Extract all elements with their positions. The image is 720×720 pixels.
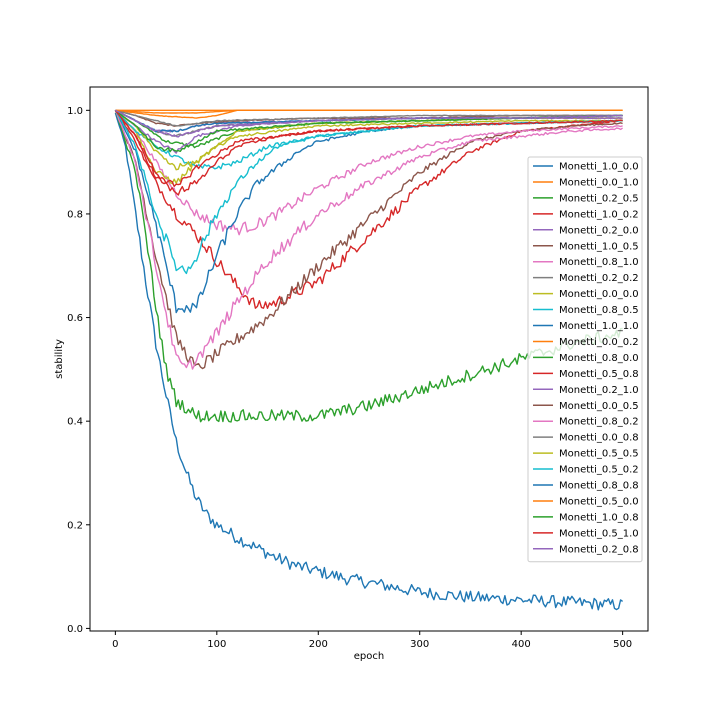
legend-label-7: Monetti_0.2_0.2 [559,273,639,284]
y-tick-label: 0.4 [67,417,83,428]
x-tick-label: 500 [613,639,632,650]
legend-label-24: Monetti_0.2_0.8 [559,544,639,555]
y-tick-label: 1.0 [67,106,83,117]
legend-label-15: Monetti_0.0_0.5 [559,401,639,412]
legend-label-22: Monetti_1.0_0.8 [559,512,639,523]
legend-label-11: Monetti_0.0_0.2 [559,337,639,348]
y-axis-label: stability [54,339,65,379]
x-tick-label: 200 [309,639,328,650]
series-line-16 [114,110,623,370]
x-tick-label: 400 [512,639,531,650]
x-axis-label: epoch [354,651,384,662]
y-tick-label: 0.6 [67,313,83,324]
legend-label-19: Monetti_0.5_0.2 [559,465,639,476]
plot-frame [89,86,649,632]
legend-box [527,156,643,563]
series-line-17 [115,109,623,127]
series-line-18 [114,109,623,171]
x-tick-label: 100 [207,639,226,650]
legend-label-1: Monetti_0.0_1.0 [559,177,639,188]
series-line-21 [115,109,623,114]
series-layer [114,109,624,611]
legend: Monetti_1.0_0.0 Monetti_0.0_1.0 Monetti_0.… [527,156,643,563]
legend-label-12: Monetti_0.8_0.0 [559,353,639,364]
legend-label-3: Monetti_1.0_0.2 [559,209,639,220]
x-tick-label: 300 [410,639,429,650]
legend-label-10: Monetti_1.0_1.0 [559,321,639,332]
series-line-23 [114,109,623,196]
legend-label-5: Monetti_1.0_0.5 [559,241,639,252]
series-line-24 [115,109,623,138]
y-axis: 0.0 0.2 0.4 0.6 0.8 1.0 [67,106,90,635]
legend-label-4: Monetti_0.2_0.0 [559,225,639,236]
series-line-5 [114,110,623,370]
legend-label-9: Monetti_0.8_0.5 [559,305,639,316]
x-axis: 0 100 200 300 400 500 [112,631,632,650]
y-tick-label: 0.2 [67,520,83,531]
legend-label-0: Monetti_1.0_0.0 [559,162,639,173]
legend-label-23: Monetti_0.5_1.0 [559,528,639,539]
legend-label-6: Monetti_0.8_1.0 [559,257,639,268]
legend-label-14: Monetti_0.2_1.0 [559,385,639,396]
y-tick-label: 0.0 [67,624,83,635]
legend-label-18: Monetti_0.5_0.5 [559,449,639,460]
legend-label-21: Monetti_0.5_0.0 [559,496,639,507]
y-tick-label: 0.8 [67,209,83,220]
legend-label-13: Monetti_0.5_0.8 [559,369,639,380]
series-line-0 [114,112,624,611]
x-tick-label: 0 [112,639,118,650]
legend-label-17: Monetti_0.0_0.8 [559,433,639,444]
series-line-6 [114,109,623,236]
legend-label-20: Monetti_0.8_0.8 [559,481,639,492]
legend-label-16: Monetti_0.8_0.2 [559,417,639,428]
legend-label-8: Monetti_0.0_0.0 [559,289,639,300]
legend-label-2: Monetti_0.2_0.5 [559,193,639,204]
